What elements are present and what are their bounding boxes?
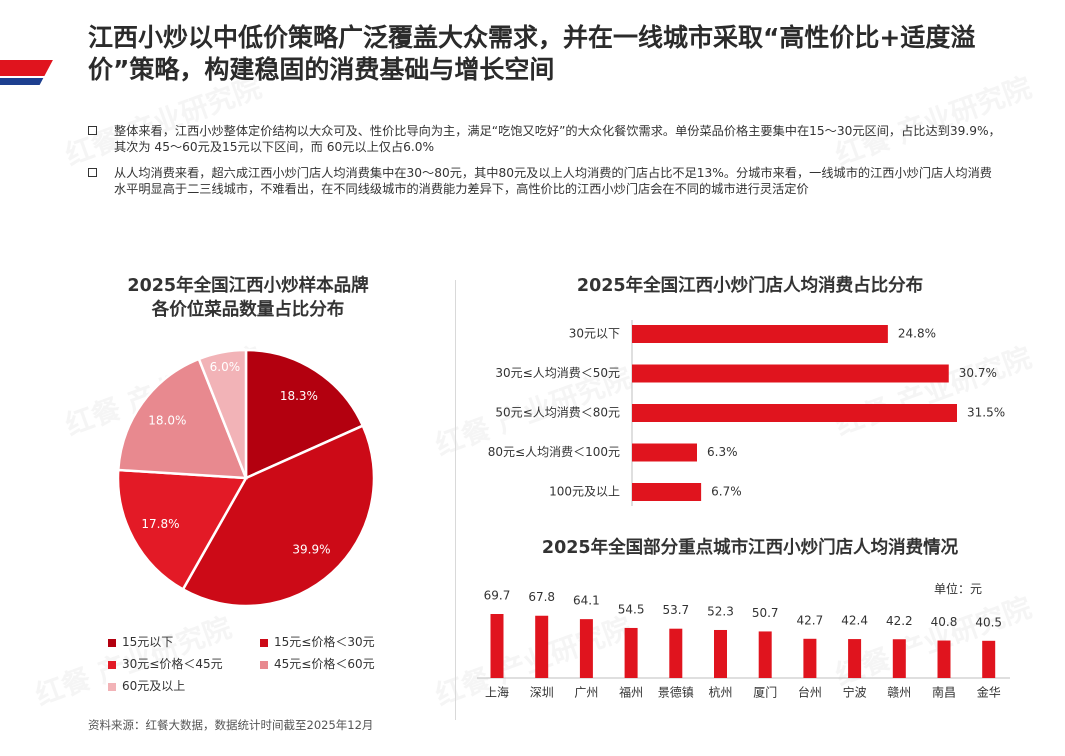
hbar-category-label: 80元≤人均消费＜100元 [488,445,620,459]
city-value-label: 53.7 [662,603,689,617]
hbar-value-label: 31.5% [967,406,1005,420]
bullet-text: 整体来看，江西小炒整体定价结构以大众可及、性价比导向为主，满足“吃饱又吃好”的大… [114,124,1001,154]
city-value-label: 50.7 [752,606,779,620]
city-chart-unit: 单位：元 [934,582,983,596]
legend-item: 15元以下 [108,633,173,650]
legend-item: 60元及以上 [108,677,185,694]
chart-divider [455,280,456,720]
city-bar [758,631,772,678]
city-category-label: 上海 [485,685,509,700]
city-bar [579,619,593,678]
pie-slice [197,348,248,479]
city-bar [982,640,996,678]
city-category-label: 厦门 [753,685,777,700]
summary-bullets: 整体来看，江西小炒整体定价结构以大众可及、性价比导向为主，满足“吃饱又吃好”的大… [88,123,1003,207]
city-bar [535,615,549,678]
city-category-label: 杭州 [708,685,732,700]
city-value-label: 69.7 [484,589,511,603]
bullet-item: 整体来看，江西小炒整体定价结构以大众可及、性价比导向为主，满足“吃饱又吃好”的大… [88,123,1003,155]
legend-item: 15元≤价格＜30元 [260,633,375,650]
legend-label: 60元及以上 [122,679,186,693]
hbar-category-label: 30元以下 [569,327,620,341]
city-value-label: 64.1 [573,594,600,608]
hbar-category-label: 100元及以上 [549,485,620,499]
hbar-bar [632,364,949,383]
hbar-chart-title: 2025年全国江西小炒门店人均消费占比分布 [576,276,924,296]
hbar-value-label: 6.7% [711,485,742,499]
bullet-square-icon [88,126,97,135]
pie-chart-title: 2025年全国江西小炒样本品牌 各价位菜品数量占比分布 [88,274,408,322]
bullet-square-icon [88,168,97,177]
header-accent-blue [0,78,48,85]
city-category-label: 广州 [574,686,598,700]
city-chart-title: 2025年全国部分重点城市江西小炒门店人均消费情况 [541,538,959,558]
city-category-label: 宁波 [843,685,867,700]
source-note: 资料来源：红餐大数据，数据统计时间截至2025年12月 [88,718,374,732]
city-bar [892,639,906,678]
city-value-label: 40.5 [975,615,1002,629]
hbar-value-label: 30.7% [959,366,997,380]
hbar-value-label: 24.8% [898,327,936,341]
pie-slice-label: 39.9% [292,542,330,556]
pie-title-line-1: 2025年全国江西小炒样本品牌 [127,276,369,296]
legend-swatch [108,682,116,691]
pie-slice-label: 18.0% [148,413,186,427]
legend-swatch [260,660,268,669]
city-value-label: 52.3 [707,604,734,618]
legend-item: 30元≤价格＜45元 [108,655,223,672]
hbar-category-label: 50元≤人均消费＜80元 [495,406,620,420]
city-value-label: 42.7 [797,613,824,627]
city-category-label: 福州 [619,685,643,700]
hbar-bar [632,443,697,462]
header-accent-red [0,60,58,76]
legend-swatch [108,660,116,669]
city-value-label: 42.2 [886,614,913,628]
pie-slice-label: 18.3% [280,389,318,403]
hbar-category-label: 30元≤人均消费＜50元 [495,366,620,380]
pie-slice-label: 6.0% [210,360,241,374]
pie-slice [244,348,365,480]
city-bar [490,614,504,678]
pie-slice [116,357,248,480]
city-bar [937,640,951,678]
city-value-label: 54.5 [618,602,645,616]
bullet-text: 从人均消费来看，超六成江西小炒门店人均消费集中在30～80元，其中80元及以上人… [114,166,992,196]
legend-label: 15元≤价格＜30元 [274,635,375,649]
city-category-label: 南昌 [932,685,956,700]
city-bar [669,628,683,678]
city-bar [714,629,727,678]
city-category-label: 台州 [798,685,822,700]
city-category-label: 深圳 [530,686,554,700]
legend-label: 15元以下 [122,635,174,649]
city-value-label: 42.4 [841,614,868,628]
city-category-label: 景德镇 [658,685,694,700]
pie-slice [116,468,249,592]
page-title: 江西小炒以中低价策略广泛覆盖大众需求，并在一线城市采取“高性价比+适度溢价”策略… [88,23,976,84]
city-bar [624,627,638,678]
city-value-label: 40.8 [931,615,958,629]
bullet-item: 从人均消费来看，超六成江西小炒门店人均消费集中在30～80元，其中80元及以上人… [88,165,1003,197]
city-bar [803,638,817,678]
pie-slice [181,424,376,608]
hbar-bar [632,404,957,422]
legend-item: 45元≤价格＜60元 [260,655,375,672]
city-value-label: 67.8 [528,590,555,604]
legend-swatch [260,638,268,647]
pie-title-line-2: 各价位菜品数量占比分布 [151,300,345,320]
city-bar [848,639,862,678]
legend-label: 45元≤价格＜60元 [274,657,375,671]
hbar-value-label: 6.3% [707,445,738,459]
hbar-bar [632,483,702,501]
city-category-label: 金华 [977,685,1001,700]
legend-label: 30元≤价格＜45元 [122,657,223,671]
hbar-bar [632,325,888,343]
legend-swatch [108,638,116,647]
city-category-label: 赣州 [887,686,911,700]
pie-slice-label: 17.8% [141,517,179,531]
